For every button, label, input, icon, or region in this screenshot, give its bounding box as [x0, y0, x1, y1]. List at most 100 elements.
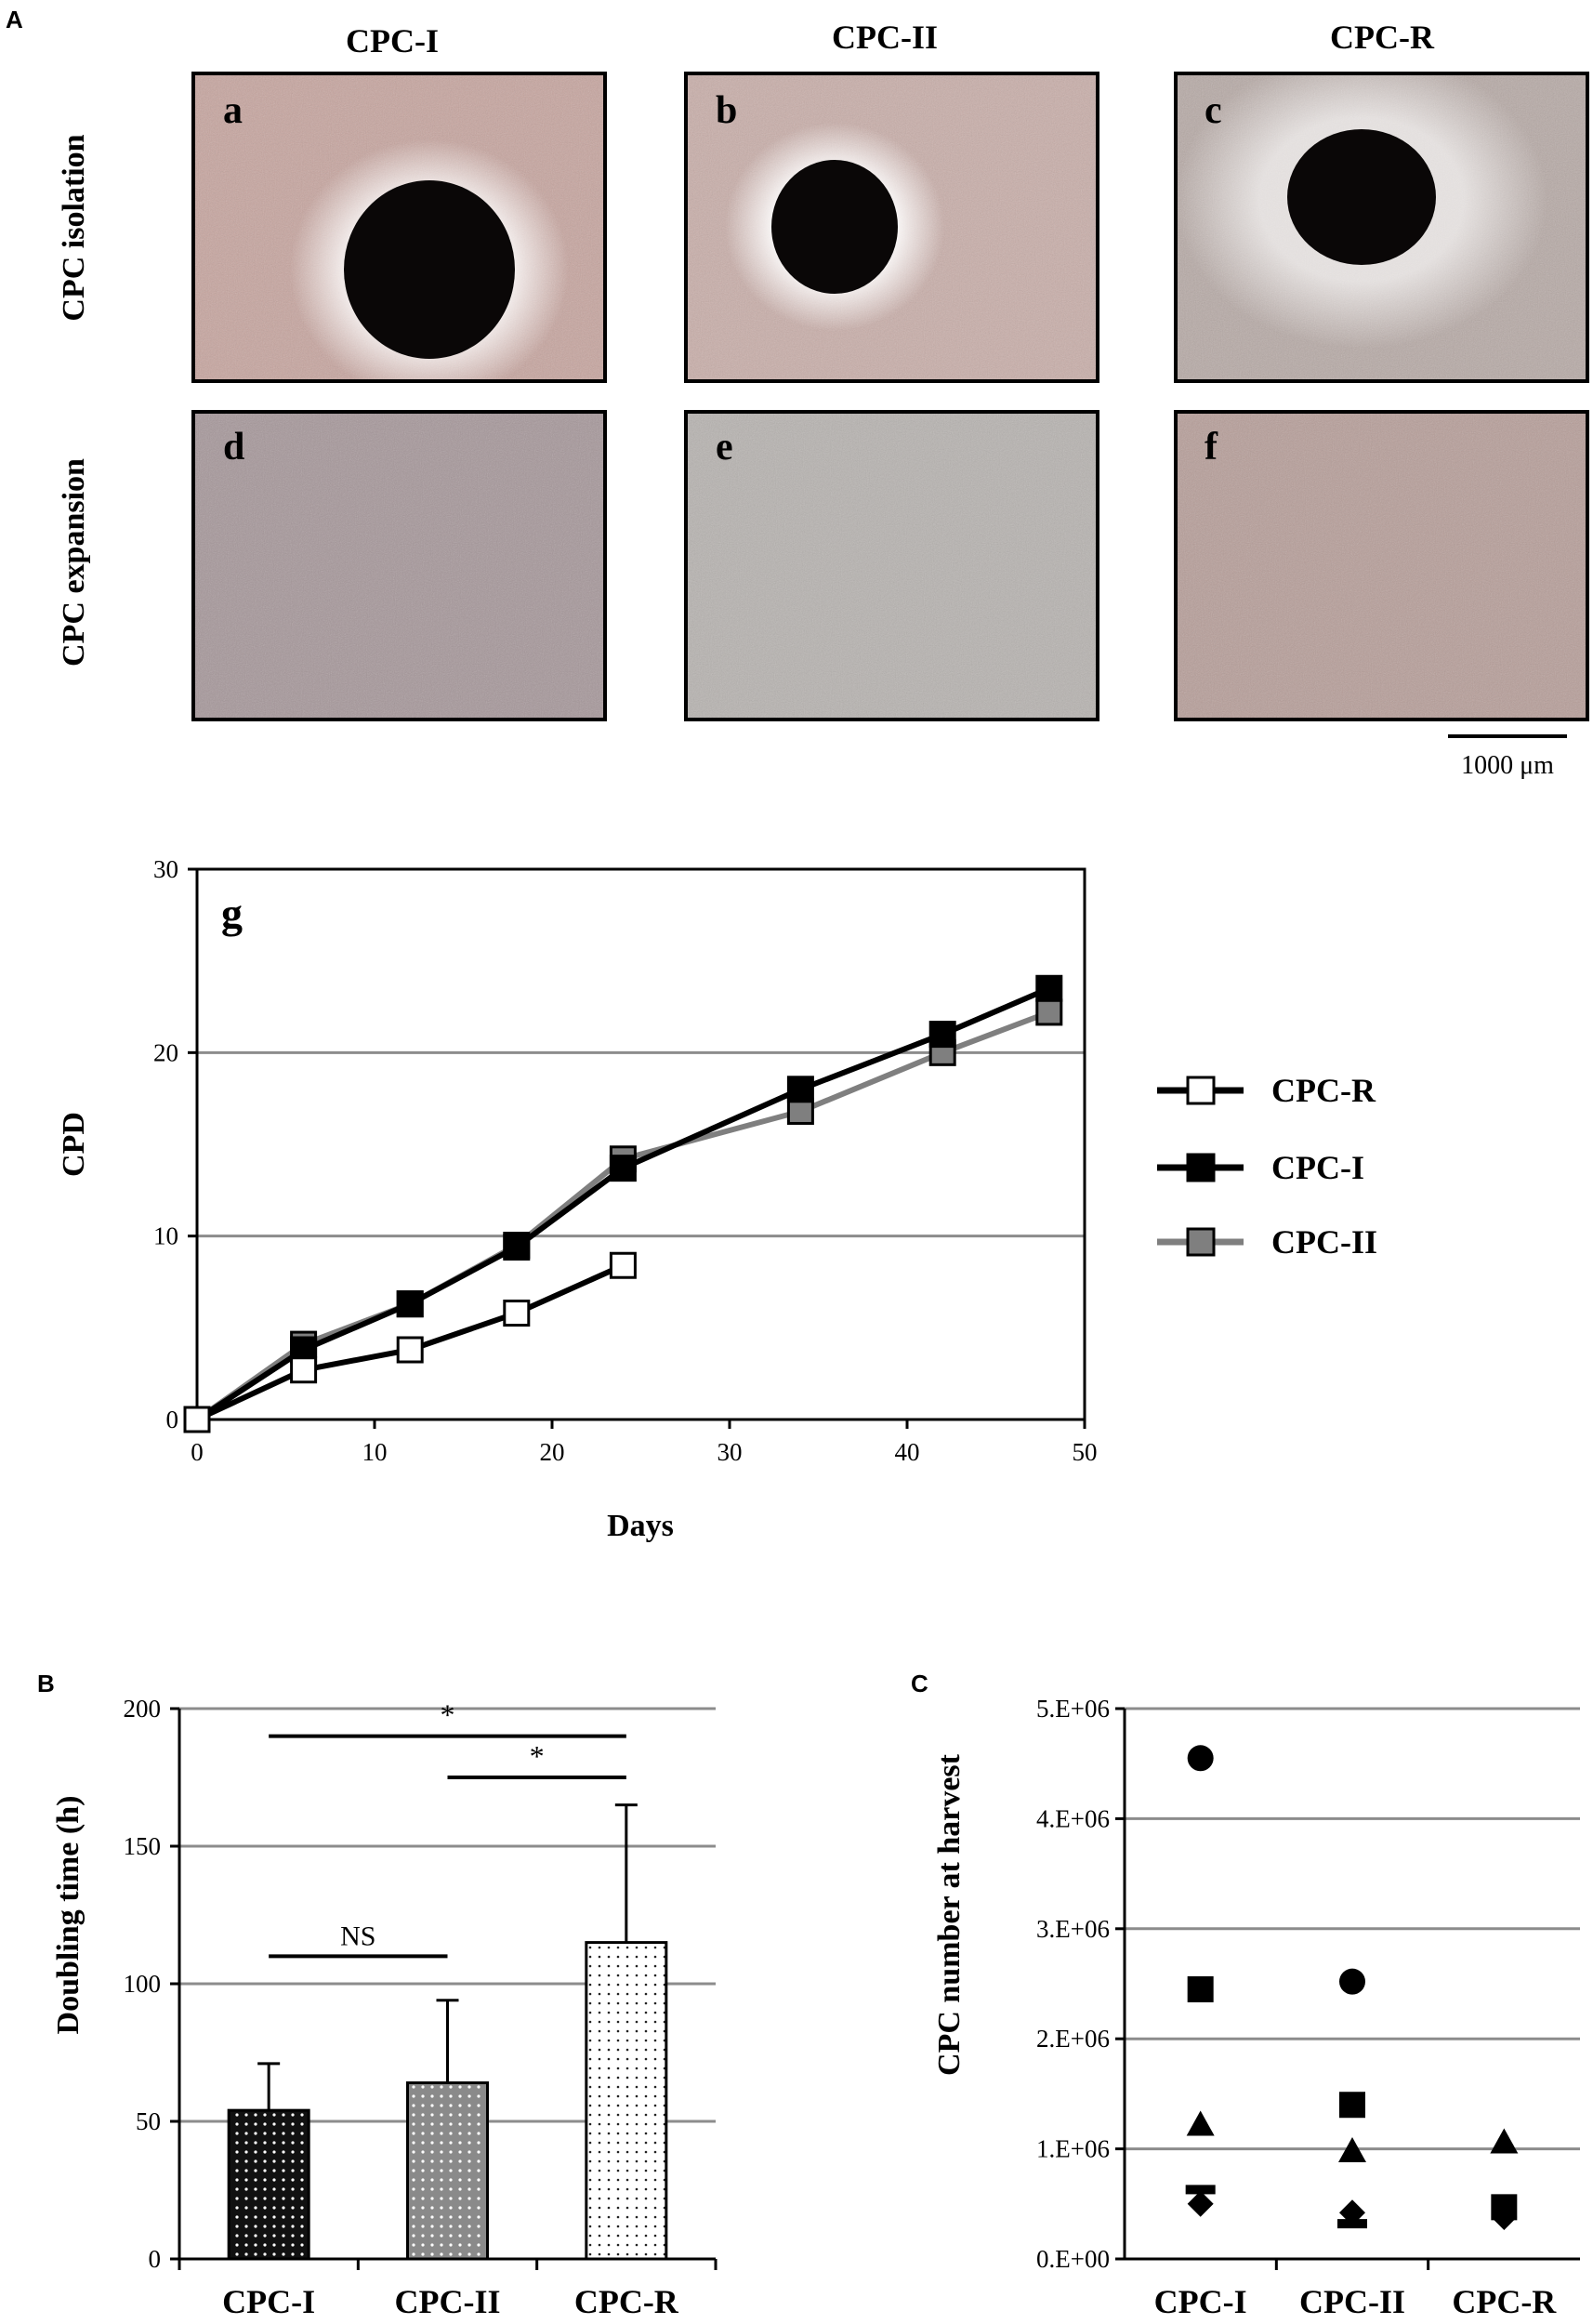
data-point-cpc-r: [503, 1300, 531, 1327]
data-point-cpc-ii: [1035, 998, 1063, 1026]
data-point-triangle: [1338, 2136, 1366, 2162]
column-title-cpc-ii: CPC-II: [832, 19, 938, 56]
doubling-time-bar-chart: 0 50 100 150 200 CPC-I CPC-II CPC-R * * NS Doubli…: [51, 1695, 718, 2320]
micrograph-letter-c: c: [1205, 89, 1222, 132]
data-point-cpc-r: [290, 1356, 318, 1384]
cpd-y-tick-label: 20: [153, 1038, 178, 1066]
cpd-x-tick-label: 50: [1073, 1438, 1098, 1466]
legend-label-cpc-i: CPC-I: [1271, 1149, 1364, 1186]
cpd-x-tick-label: 30: [718, 1438, 743, 1466]
row-title-isolation: CPC isolation: [57, 134, 91, 321]
data-point-cpc-r: [396, 1336, 424, 1364]
panel-label-a: A: [6, 6, 23, 33]
cpd-x-axis-label: Days: [607, 1509, 674, 1543]
micrograph-letter-d: d: [223, 426, 244, 469]
bar-category-label: CPC-I: [222, 2283, 315, 2320]
data-point-square: [1187, 1975, 1214, 2002]
panel-label-c: C: [911, 1670, 928, 1697]
bar-cpc-ii: [406, 2081, 489, 2261]
micrograph-f-frame: [1174, 410, 1589, 721]
data-point-triangle: [1186, 2110, 1215, 2136]
row-title-expansion: CPC expansion: [57, 458, 91, 667]
scale-bar-label: 1000 μm: [1461, 751, 1554, 780]
cpd-line-chart: 0 10 20 30 0 10 20 30 40 50 g CPD Days CPC-R CPC-I…: [57, 855, 1377, 1543]
data-point-cpc-i: [396, 1290, 424, 1318]
data-point-cpc-i: [609, 1155, 637, 1182]
doubling-time-y-axis-label: Doubling time (h): [51, 1796, 86, 2035]
data-point-diamond: [1187, 2190, 1214, 2217]
data-point-cpc-i: [1035, 974, 1063, 1002]
scatter-y-tick-label: 1.E+06: [1036, 2135, 1110, 2163]
micrograph-letter-e: e: [716, 426, 733, 469]
data-point-cpc-i: [503, 1234, 531, 1261]
micrograph-c-frame: [1174, 72, 1589, 383]
micrograph-a-frame: [191, 72, 607, 383]
micrograph-letter-b: b: [716, 89, 737, 132]
cpc-number-y-axis-label: CPC number at harvest: [932, 1753, 967, 2076]
legend-marker-cpc-ii: [1186, 1227, 1216, 1257]
data-point-dash: [1337, 2219, 1367, 2229]
bar-y-tick-label: 50: [136, 2107, 161, 2135]
data-point-cpc-i: [928, 1021, 956, 1049]
micrograph-e-frame: [684, 410, 1099, 721]
bar-cpc-r: [585, 1941, 668, 2261]
micrograph-a-explant: [344, 180, 515, 359]
data-point-circle: [1187, 1745, 1214, 1772]
scatter-y-tick-label: 2.E+06: [1036, 2025, 1110, 2053]
bar-y-tick-label: 200: [124, 1695, 162, 1723]
data-point-cpc-r: [183, 1406, 211, 1433]
significance-label: *: [441, 1698, 455, 1732]
micrograph-b-explant: [771, 160, 898, 294]
significance-label: *: [530, 1739, 545, 1773]
cpd-y-tick-label: 10: [153, 1222, 178, 1250]
micrograph-b: b: [684, 72, 1099, 383]
series-line-cpc-i: [195, 985, 1050, 1422]
data-point-circle: [1339, 1968, 1365, 1995]
scatter-category-label: CPC-I: [1154, 2283, 1247, 2320]
micrograph-d: d: [191, 410, 607, 721]
micrograph-f-texture: [1176, 412, 1587, 720]
bar-y-tick-label: 100: [124, 1970, 162, 1998]
cpd-legend: CPC-R CPC-I CPC-II: [1157, 1072, 1377, 1261]
micrograph-d-frame: [191, 410, 607, 721]
bar-category-label: CPC-II: [395, 2283, 501, 2320]
data-point-cpc-r: [609, 1251, 637, 1279]
column-title-cpc-i: CPC-I: [346, 22, 439, 59]
micrograph-c-explant: [1287, 129, 1436, 265]
bar-y-tick-label: 150: [124, 1832, 162, 1860]
legend-label-cpc-ii: CPC-II: [1271, 1223, 1377, 1261]
bar-y-tick-label: 0: [149, 2245, 162, 2273]
data-point-triangle: [1490, 2128, 1519, 2154]
micrograph-f: f: [1174, 410, 1589, 721]
significance-label: NS: [340, 1921, 375, 1951]
micrograph-letter-a: a: [223, 89, 243, 132]
bar-cpc-i: [227, 2108, 310, 2261]
series-line-cpc-ii: [195, 1010, 1050, 1422]
scatter-category-label: CPC-R: [1452, 2283, 1557, 2320]
bar-category-label: CPC-R: [574, 2283, 679, 2320]
micrograph-e: e: [684, 410, 1099, 721]
micrograph-b-frame: [684, 72, 1099, 383]
legend-marker-cpc-r: [1186, 1076, 1216, 1105]
scatter-y-tick-label: 0.E+00: [1036, 2245, 1110, 2273]
cpc-number-scatter-chart: 0.E+00 1.E+06 2.E+06 3.E+06 4.E+06 5.E+06 CPC-…: [932, 1695, 1580, 2320]
scatter-y-tick-label: 3.E+06: [1036, 1915, 1110, 1943]
legend-label-cpc-r: CPC-R: [1271, 1072, 1376, 1109]
cpd-x-tick-label: 10: [362, 1438, 388, 1466]
micrograph-d-texture: [193, 412, 605, 720]
data-point-cpc-i: [786, 1076, 814, 1103]
panel-letter-g: g: [221, 890, 243, 937]
scatter-category-label: CPC-II: [1299, 2283, 1405, 2320]
scatter-y-tick-label: 5.E+06: [1036, 1695, 1110, 1723]
column-title-cpc-r: CPC-R: [1330, 19, 1435, 56]
cpd-plot-frame: [195, 867, 1086, 1421]
micrograph-a: a: [191, 72, 607, 400]
cpd-x-tick-label: 40: [895, 1438, 920, 1466]
micrograph-letter-f: f: [1205, 426, 1218, 469]
cpd-y-axis-label: CPD: [57, 1112, 91, 1177]
data-point-diamond: [1491, 2204, 1518, 2231]
data-point-dash: [1185, 2185, 1216, 2195]
panel-label-b: B: [37, 1670, 55, 1697]
legend-marker-cpc-i: [1186, 1153, 1216, 1182]
